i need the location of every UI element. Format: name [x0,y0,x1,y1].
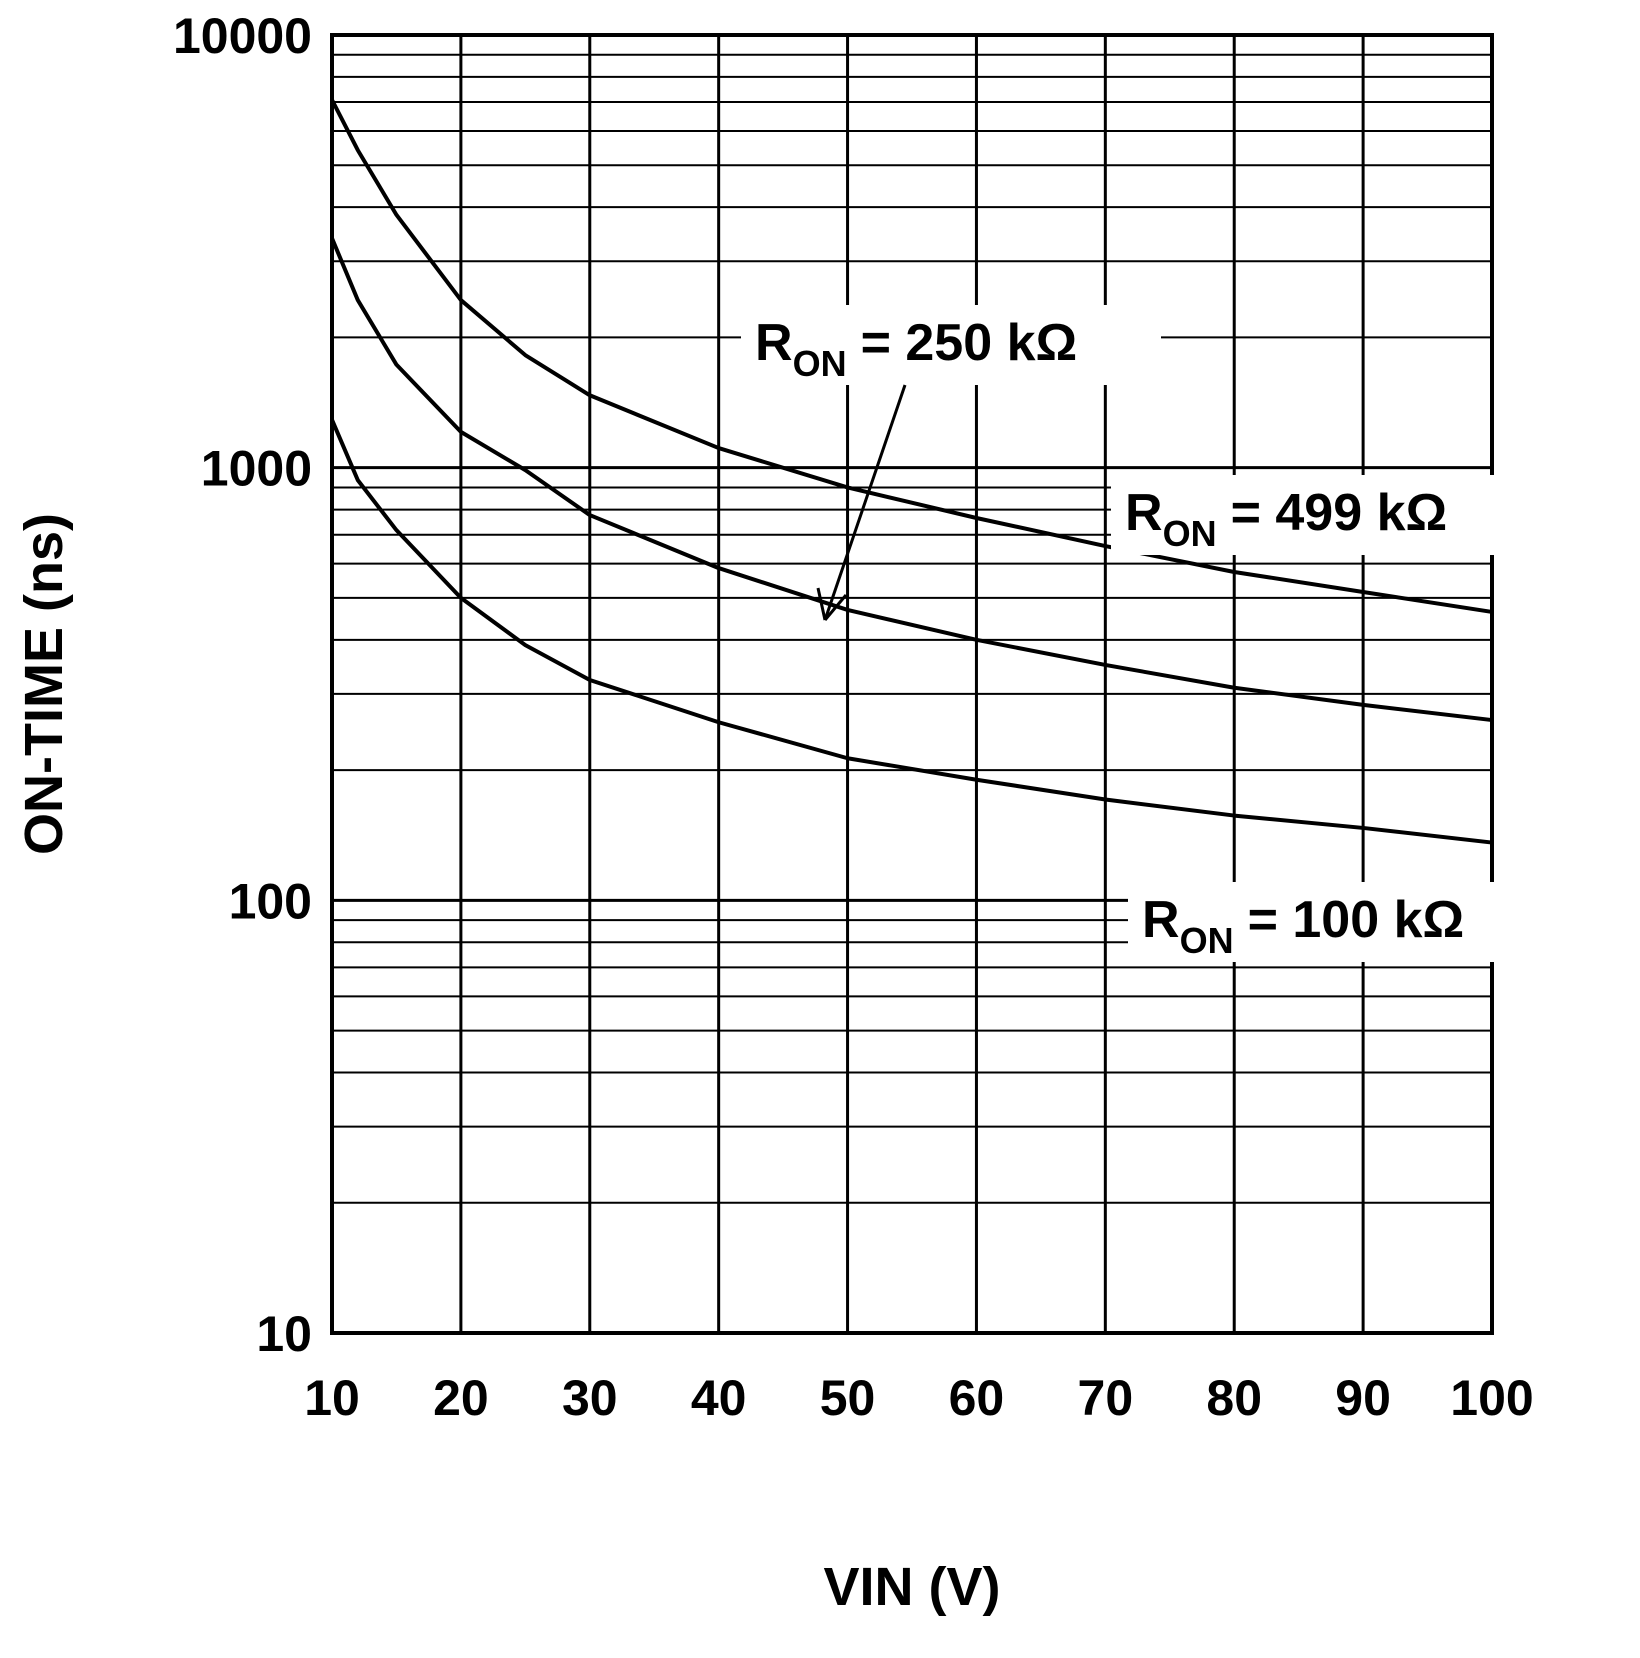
curves [330,98,1493,845]
x-tick-label: 90 [1335,1370,1391,1426]
series-line [330,98,1493,614]
series-label: RON = 100 kΩ [1142,891,1464,961]
label-background [1128,882,1548,962]
series-line [330,237,1493,723]
y-tick-label: 10 [256,1306,312,1362]
x-tick-label: 50 [820,1370,876,1426]
arrow-head [816,587,848,621]
label-background [1111,475,1531,555]
series-label: RON = 250 kΩ [755,314,1077,384]
y-tick-label: 10000 [173,8,312,64]
series-label: RON = 499 kΩ [1125,484,1447,554]
label-sub: ON [793,343,847,384]
label-base: R [1142,891,1180,949]
label-base: R [755,314,793,372]
y-tick-label: 1000 [201,441,312,497]
label-sub: ON [1163,513,1217,554]
label-text: = 100 kΩ [1248,891,1465,949]
label-background [741,305,1161,385]
label-base: R [1125,484,1163,542]
y-axis-title: ON-TIME (ns) [14,513,74,855]
x-tick-label: 40 [691,1370,747,1426]
x-tick-label: 30 [562,1370,618,1426]
x-tick-label: 10 [304,1370,360,1426]
label-text: = 499 kΩ [1231,484,1448,542]
y-tick-label: 100 [229,873,312,929]
series-line [330,419,1493,845]
x-tick-label: 80 [1206,1370,1262,1426]
label-text: = 250 kΩ [861,314,1078,372]
plot-frame [330,33,1494,1335]
x-axis-title: VIN (V) [823,1557,1000,1617]
x-tick-label: 20 [433,1370,489,1426]
arrow [823,384,907,621]
x-tick-label: 70 [1078,1370,1134,1426]
x-tick-label: 100 [1450,1370,1533,1426]
grid [330,33,1494,1335]
label-sub: ON [1180,920,1234,961]
x-tick-label: 60 [949,1370,1005,1426]
